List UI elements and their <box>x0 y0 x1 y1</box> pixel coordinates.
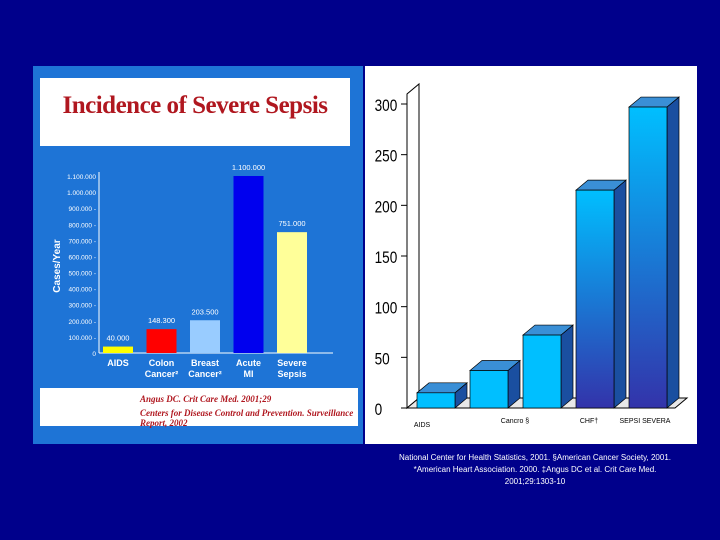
y-tick-label: 600.000 - <box>69 254 96 261</box>
value-label-0: 40.000 <box>107 334 130 343</box>
y-tick-label: 1.000.000 <box>67 190 96 197</box>
category-label-0: AIDS <box>414 422 431 429</box>
bar-3 <box>575 189 615 409</box>
y-tick-label: 300 <box>375 97 398 116</box>
footnote-line-3: 2001;29:1303-10 <box>504 477 566 486</box>
bar-4 <box>277 232 307 353</box>
category-label-3: MI <box>244 369 254 379</box>
footnote-line-2: *American Heart Association. 2000. ‡Angu… <box>413 465 657 474</box>
value-label-3: 1.100.000 <box>232 163 265 172</box>
category-label-1: Cancro § <box>501 418 530 425</box>
value-label-4: 751.000 <box>278 219 305 228</box>
y-tick-label: 0 <box>375 401 383 420</box>
y-tick-label: 200 <box>375 198 398 217</box>
y-tick-label: 200.000 - <box>69 319 96 326</box>
bar-1 <box>469 370 509 409</box>
y-tick-label: 50 <box>375 350 390 369</box>
y-axis-label: Cases/Year <box>52 239 63 292</box>
category-label-1: Colon <box>149 358 175 368</box>
y-tick-label: 500.000 - <box>69 271 96 278</box>
category-label-4: Sepsis <box>277 369 306 379</box>
y-tick-label: 1.100.000 <box>67 174 96 181</box>
side-wall <box>406 82 420 410</box>
category-label-4: Severe <box>277 358 307 368</box>
category-label-3: Acute <box>236 358 261 368</box>
y-tick-label: 250 <box>375 147 398 166</box>
category-label-0: AIDS <box>107 358 129 368</box>
bar-2 <box>190 320 220 353</box>
right-bar-chart: 0 50 100 150 200 250 300 AIDS Cancro § CHF† SEPSI … <box>375 82 689 429</box>
bar-side-2 <box>560 324 574 409</box>
category-label-2: Breast <box>191 358 219 368</box>
y-tick-label: 0 <box>92 351 96 358</box>
left-bar-chart: 0 100.000 - 200.000 - 300.000 - 400.000 - 500… <box>52 163 333 379</box>
y-tick-label: 900.000 - <box>69 206 96 213</box>
bar-0 <box>103 346 133 353</box>
category-label-3: SEPSI SEVERA <box>620 418 671 425</box>
y-tick-label: 150 <box>375 249 398 268</box>
bar-4 <box>628 106 668 409</box>
y-tick-label: 700.000 - <box>69 238 96 245</box>
citation-box: Angus DC. Crit Care Med. 2001;29 Centers… <box>40 388 358 428</box>
bar-side-3 <box>613 179 627 409</box>
bar-2 <box>522 334 562 409</box>
category-label-2: Cancer² <box>188 369 222 379</box>
category-label-1: Cancer² <box>145 369 179 379</box>
citation-1: Angus DC. Crit Care Med. 2001;29 <box>140 394 272 404</box>
footnote: National Center for Health Statistics, 2… <box>370 452 700 488</box>
category-label-2: CHF† <box>580 418 598 425</box>
chart-title: Incidence of Severe Sepsis <box>62 92 329 119</box>
bar-3 <box>233 176 264 353</box>
bar-1 <box>146 329 177 353</box>
bar-0 <box>416 392 456 409</box>
citation-2: Centers for Disease Control and Preventi… <box>140 408 354 428</box>
y-tick-label: 300.000 - <box>69 303 96 310</box>
footnote-line-1: National Center for Health Statistics, 2… <box>399 453 671 462</box>
y-tick-label: 400.000 - <box>69 287 96 294</box>
y-tick-label: 800.000 - <box>69 222 96 229</box>
value-label-1: 148.300 <box>148 316 175 325</box>
y-tick-label: 100.000 - <box>69 335 96 342</box>
bar-side-4 <box>666 96 680 409</box>
title-box: Incidence of Severe Sepsis <box>40 78 350 146</box>
value-label-2: 203.500 <box>191 307 218 316</box>
y-tick-label: 100 <box>375 299 398 318</box>
